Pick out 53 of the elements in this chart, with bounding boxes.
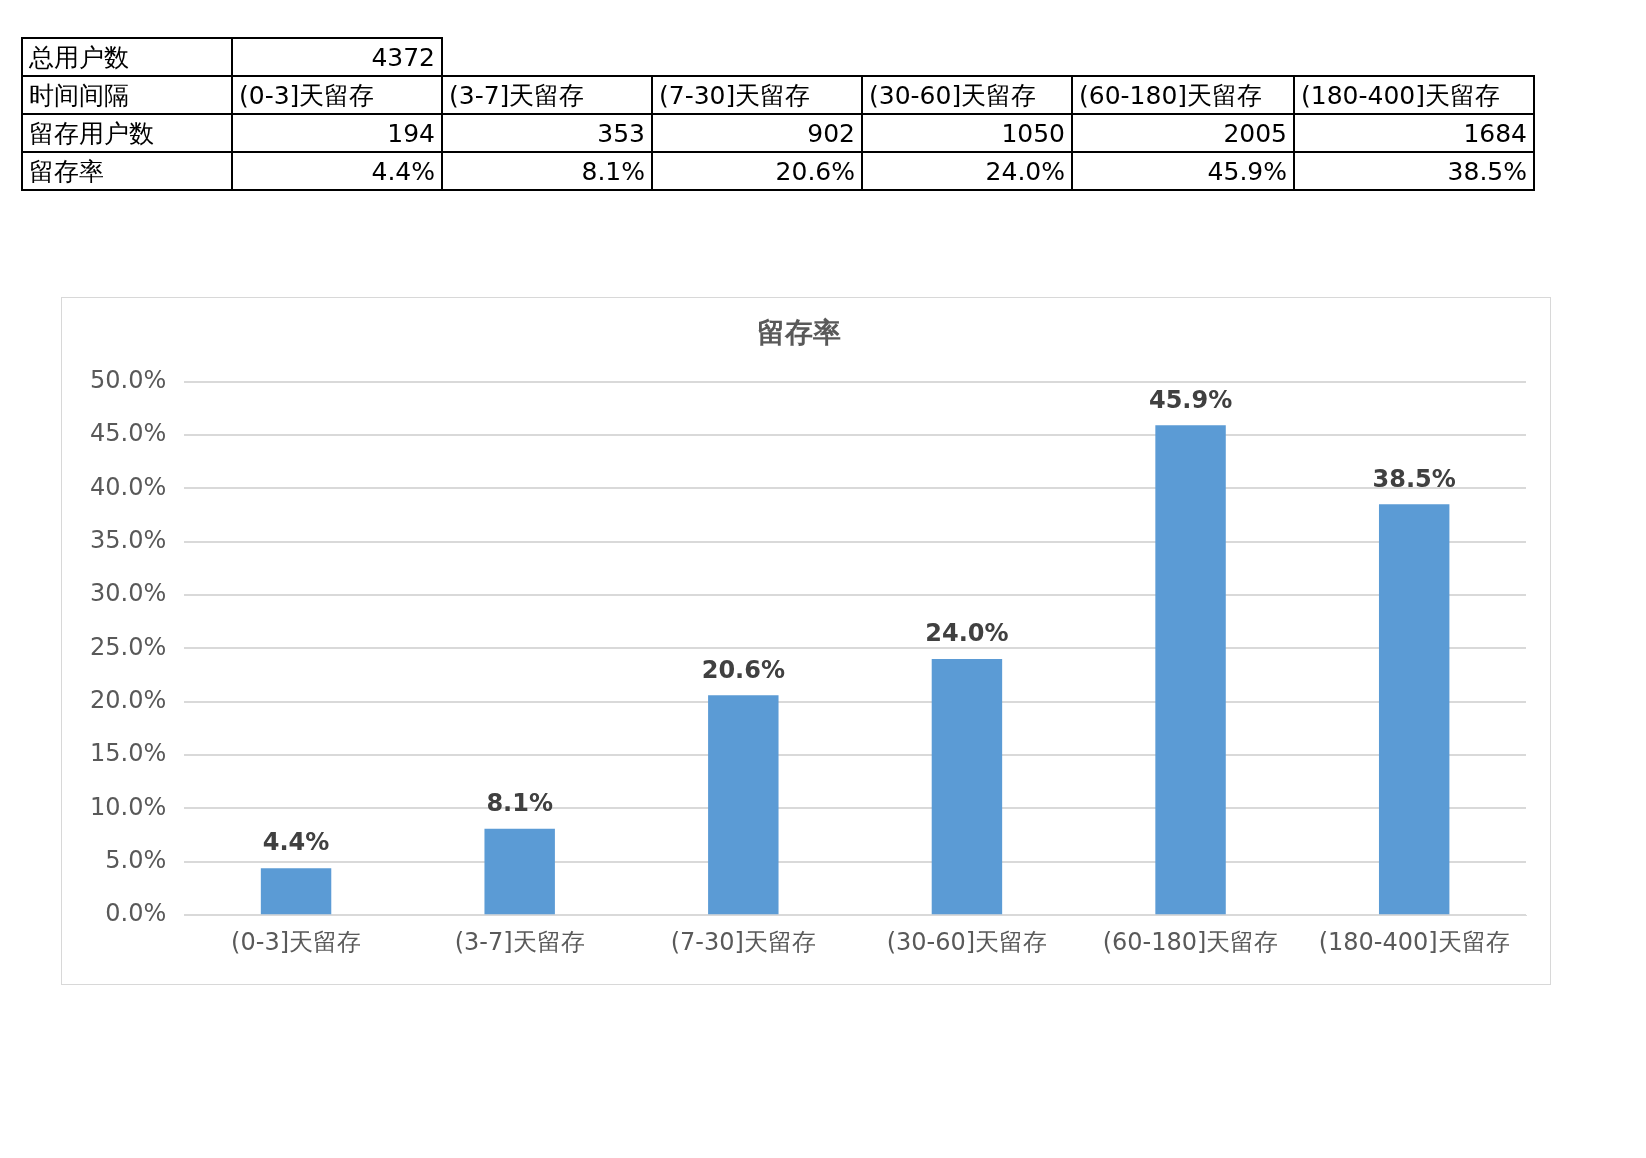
y-tick-label: 25.0% <box>89 632 167 661</box>
bar <box>260 868 332 915</box>
text: 24.0% <box>862 152 1072 190</box>
text: 时间间隔 <box>22 76 232 114</box>
text: 1050 <box>862 114 1072 152</box>
category-label: (0-3]天留存 <box>232 76 442 114</box>
x-tick-label: (60-180]天留存 <box>1102 927 1279 956</box>
bar <box>1378 504 1450 915</box>
y-tick-label: 40.0% <box>89 472 167 501</box>
text: 20.6% <box>652 152 862 190</box>
x-tick-label: (7-30]天留存 <box>670 927 816 956</box>
y-tick-label: 30.0% <box>89 579 167 608</box>
x-tick-label: (0-3]天留存 <box>231 927 362 956</box>
data-label: 20.6% <box>701 655 785 684</box>
text: 194 <box>232 114 442 152</box>
x-tick-label: (3-7]天留存 <box>454 927 585 956</box>
x-tick-label: (30-60]天留存 <box>886 927 1048 956</box>
category-label: (30-60]天留存 <box>862 76 1072 114</box>
category-label: (180-400]天留存 <box>1294 76 1534 114</box>
bar <box>1155 425 1226 915</box>
y-tick-label: 35.0% <box>89 525 167 554</box>
y-tick-label: 20.0% <box>89 685 167 714</box>
bar <box>708 695 779 915</box>
data-label: 4.4% <box>262 828 330 857</box>
y-tick-label: 5.0% <box>105 846 167 875</box>
text: 38.5% <box>1294 152 1534 190</box>
text: 2005 <box>1072 114 1294 152</box>
text: 8.1% <box>442 152 652 190</box>
category-label: (3-7]天留存 <box>442 76 652 114</box>
category-label: (60-180]天留存 <box>1072 76 1294 114</box>
text: 353 <box>442 114 652 152</box>
y-tick-label: 0.0% <box>105 899 167 928</box>
y-tick-label: 50.0% <box>89 365 167 394</box>
bar <box>484 828 555 915</box>
y-tick-label: 15.0% <box>89 739 167 768</box>
data-label: 8.1% <box>486 788 553 817</box>
text: 总用户数 <box>22 38 232 76</box>
text: 1684 <box>1294 114 1534 152</box>
text: 902 <box>652 114 862 152</box>
data-label: 45.9% <box>1148 385 1233 414</box>
y-tick-label: 10.0% <box>89 792 167 821</box>
text: 4372 <box>232 38 442 76</box>
y-tick-label: 45.0% <box>89 419 167 448</box>
category-label: (7-30]天留存 <box>652 76 862 114</box>
bar <box>931 659 1003 915</box>
text: 留存率 <box>22 152 232 190</box>
chart-title: 留存率 <box>757 316 841 350</box>
data-label: 38.5% <box>1372 464 1456 493</box>
x-tick-label: (180-400]天留存 <box>1318 927 1510 956</box>
data-label: 24.0% <box>925 619 1009 648</box>
text: 4.4% <box>232 152 442 190</box>
text: 留存用户数 <box>22 114 232 152</box>
text: 45.9% <box>1072 152 1294 190</box>
